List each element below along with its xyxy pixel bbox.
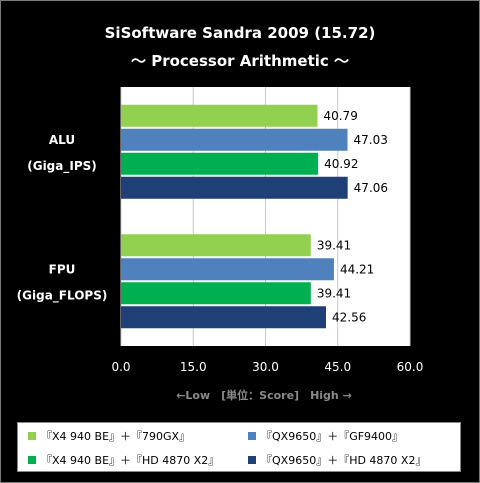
legend: 『X4 940 BE』＋『790GX』 『QX9650』＋『GF9400』『X4 … (17, 422, 461, 472)
data-label: 40.92 (324, 157, 358, 171)
data-label: 47.03 (354, 133, 388, 147)
category-labels: ALU (Giga_IPS) FPU (Giga_FLOPS) (17, 133, 108, 304)
category-label: (Giga_FLOPS) (17, 288, 108, 303)
bar (121, 258, 334, 281)
legend-item: 『X4 940 BE』＋『HD 4870 X2』 (28, 452, 219, 468)
legend-label: 『QX9650』＋『GF9400』 (261, 430, 404, 443)
x-tick-label: 60.0 (397, 360, 424, 374)
data-label: 39.41 (317, 286, 351, 300)
bar (121, 128, 348, 151)
data-label: 42.56 (332, 310, 366, 324)
legend-label: 『X4 940 BE』＋『790GX』 (41, 430, 191, 443)
data-label: 47.06 (354, 181, 388, 195)
bar (121, 234, 311, 257)
category-label: ALU (49, 133, 75, 147)
data-label: 40.79 (323, 109, 357, 123)
legend-swatch (248, 456, 256, 464)
x-tick-label: 15.0 (180, 360, 207, 374)
legend-label: 『X4 940 BE』＋『HD 4870 X2』 (41, 454, 220, 467)
legend-item: 『QX9650』＋『HD 4870 X2』 (248, 452, 426, 468)
chart-subtitle: ～ Processor Arithmetic ～ (131, 52, 349, 70)
value-labels: 40.79 47.03 40.92 47.06 39.41 44.21 39.41 42.56 (317, 109, 388, 325)
x-tick-label: 45.0 (324, 360, 351, 374)
bar (121, 282, 311, 305)
x-tick-label: 0.0 (111, 360, 130, 374)
bar (121, 306, 326, 329)
legend-swatch (28, 432, 36, 440)
x-tick-label: 30.0 (252, 360, 279, 374)
data-label: 44.21 (340, 262, 374, 276)
bar (121, 152, 319, 175)
bar (121, 104, 318, 127)
legend-item: 『X4 940 BE』＋『790GX』 (28, 428, 190, 444)
chart-title: SiSoftware Sandra 2009 (15.72) (105, 24, 376, 42)
legend-item: 『QX9650』＋『GF9400』 (248, 428, 403, 444)
category-label: (Giga_IPS) (27, 159, 97, 174)
x-tick-labels: 0.0 15.0 30.0 45.0 60.0 (111, 360, 423, 374)
bars (121, 104, 348, 329)
category-label: FPU (49, 262, 76, 276)
data-label: 39.41 (317, 238, 351, 252)
legend-swatch (28, 456, 36, 464)
legend-swatch (248, 432, 256, 440)
bar (121, 176, 348, 199)
x-axis-caption: ←Low [単位：Score] High → (176, 388, 352, 402)
legend-label: 『QX9650』＋『HD 4870 X2』 (261, 454, 427, 467)
